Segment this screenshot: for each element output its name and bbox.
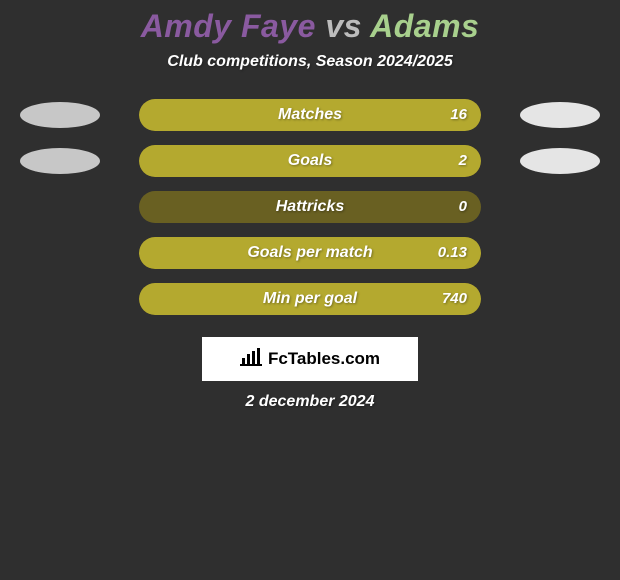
side-marker-left [20, 148, 100, 174]
page-title: Amdy Faye vs Adams [0, 8, 620, 45]
stat-value: 16 [450, 99, 467, 131]
stat-label: Matches [139, 99, 481, 131]
stat-bar: Goals2 [139, 145, 481, 177]
side-marker-right [520, 102, 600, 128]
stat-rows: Matches16 Goals2 Hattricks0 Goals per match… [0, 99, 620, 315]
brand-logo: FcTables.com [202, 337, 418, 381]
stat-bar: Min per goal740 [139, 283, 481, 315]
title-vs: vs [325, 8, 362, 44]
stat-label: Min per goal [139, 283, 481, 315]
stat-row: Hattricks0 [0, 191, 620, 223]
stat-label: Goals per match [139, 237, 481, 269]
stat-row: Goals2 [0, 145, 620, 177]
infographic-container: Amdy Faye vs Adams Club competitions, Se… [0, 0, 620, 580]
stat-bar: Matches16 [139, 99, 481, 131]
stat-value: 0 [459, 191, 467, 223]
brand-text: FcTables.com [268, 349, 380, 369]
stat-row: Min per goal740 [0, 283, 620, 315]
stat-row: Goals per match0.13 [0, 237, 620, 269]
bar-chart-icon [240, 348, 262, 371]
title-player-left: Amdy Faye [141, 8, 316, 44]
side-marker-right [520, 148, 600, 174]
stat-value: 740 [442, 283, 467, 315]
stat-bar: Goals per match0.13 [139, 237, 481, 269]
stat-label: Goals [139, 145, 481, 177]
date: 2 december 2024 [0, 393, 620, 411]
side-marker-left [20, 102, 100, 128]
stat-label: Hattricks [139, 191, 481, 223]
subtitle: Club competitions, Season 2024/2025 [0, 53, 620, 71]
title-player-right: Adams [370, 8, 479, 44]
stat-value: 0.13 [438, 237, 467, 269]
stat-row: Matches16 [0, 99, 620, 131]
stat-bar: Hattricks0 [139, 191, 481, 223]
stat-value: 2 [459, 145, 467, 177]
